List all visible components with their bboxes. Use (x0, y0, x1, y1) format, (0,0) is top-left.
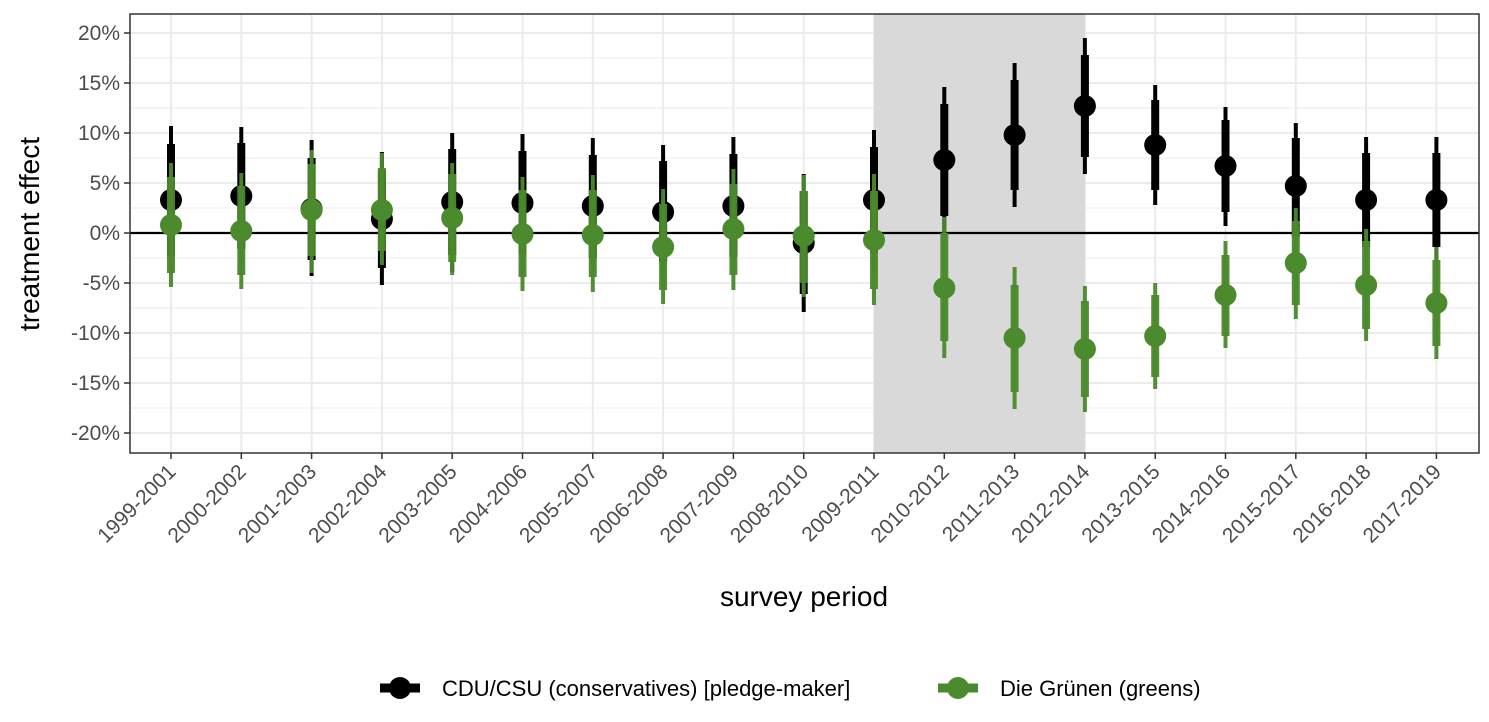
estimate-point (1144, 134, 1167, 156)
series-gruenen (160, 150, 1448, 412)
estimate-point (230, 220, 253, 242)
y-tick-label: -20% (71, 422, 120, 445)
estimate-point (1003, 327, 1026, 349)
y-tick-label: 20% (78, 22, 120, 45)
y-axis: -20% -15% -10% -5% 0% 5% 10% 15% 20% (71, 22, 130, 445)
estimate-point (1284, 252, 1307, 274)
x-axis: 1999-20012000-20022001-20032002-20042003… (93, 453, 1446, 548)
estimate-point (160, 214, 182, 236)
y-tick-label: 5% (90, 172, 120, 195)
estimate-point (370, 199, 393, 221)
legend: CDU/CSU (conservatives) [pledge-maker] Di… (380, 676, 1201, 701)
legend-key-point (389, 677, 411, 699)
estimate-point (511, 223, 534, 245)
estimate-point (1144, 325, 1167, 347)
y-tick-label: 15% (78, 72, 120, 95)
estimate-point (1284, 175, 1307, 197)
estimate-point (1073, 338, 1096, 360)
estimate-point (1073, 95, 1096, 117)
y-tick-label: 10% (78, 122, 120, 145)
estimate-point (933, 277, 956, 299)
legend-label: Die Grünen (greens) (1000, 676, 1201, 701)
estimate-point (1214, 155, 1237, 177)
estimate-point (300, 199, 323, 221)
estimate-point (792, 225, 815, 247)
y-axis-title: treatment effect (14, 137, 45, 331)
estimate-point (1355, 189, 1378, 211)
legend-item-gruenen: Die Grünen (greens) (938, 676, 1201, 701)
y-tick-label: -10% (71, 322, 120, 345)
estimate-point (581, 224, 604, 246)
estimate-point (722, 218, 745, 240)
estimate-point (1214, 284, 1237, 306)
y-tick-label: 0% (90, 222, 120, 245)
y-tick-label: -15% (71, 372, 120, 395)
data-series (160, 38, 1448, 412)
estimate-point (652, 236, 675, 258)
legend-item-cdu-csu: CDU/CSU (conservatives) [pledge-maker] (380, 676, 850, 701)
estimate-point (441, 207, 464, 229)
estimate-point (1003, 124, 1026, 146)
estimate-point (1355, 274, 1378, 296)
estimate-point (863, 229, 885, 251)
legend-label: CDU/CSU (conservatives) [pledge-maker] (442, 676, 850, 701)
estimate-point (1425, 189, 1448, 211)
estimate-point (933, 149, 956, 171)
x-axis-title: survey period (720, 581, 888, 612)
legend-key-point (947, 677, 969, 699)
y-tick-label: -5% (83, 272, 120, 295)
estimate-point (1425, 292, 1448, 314)
